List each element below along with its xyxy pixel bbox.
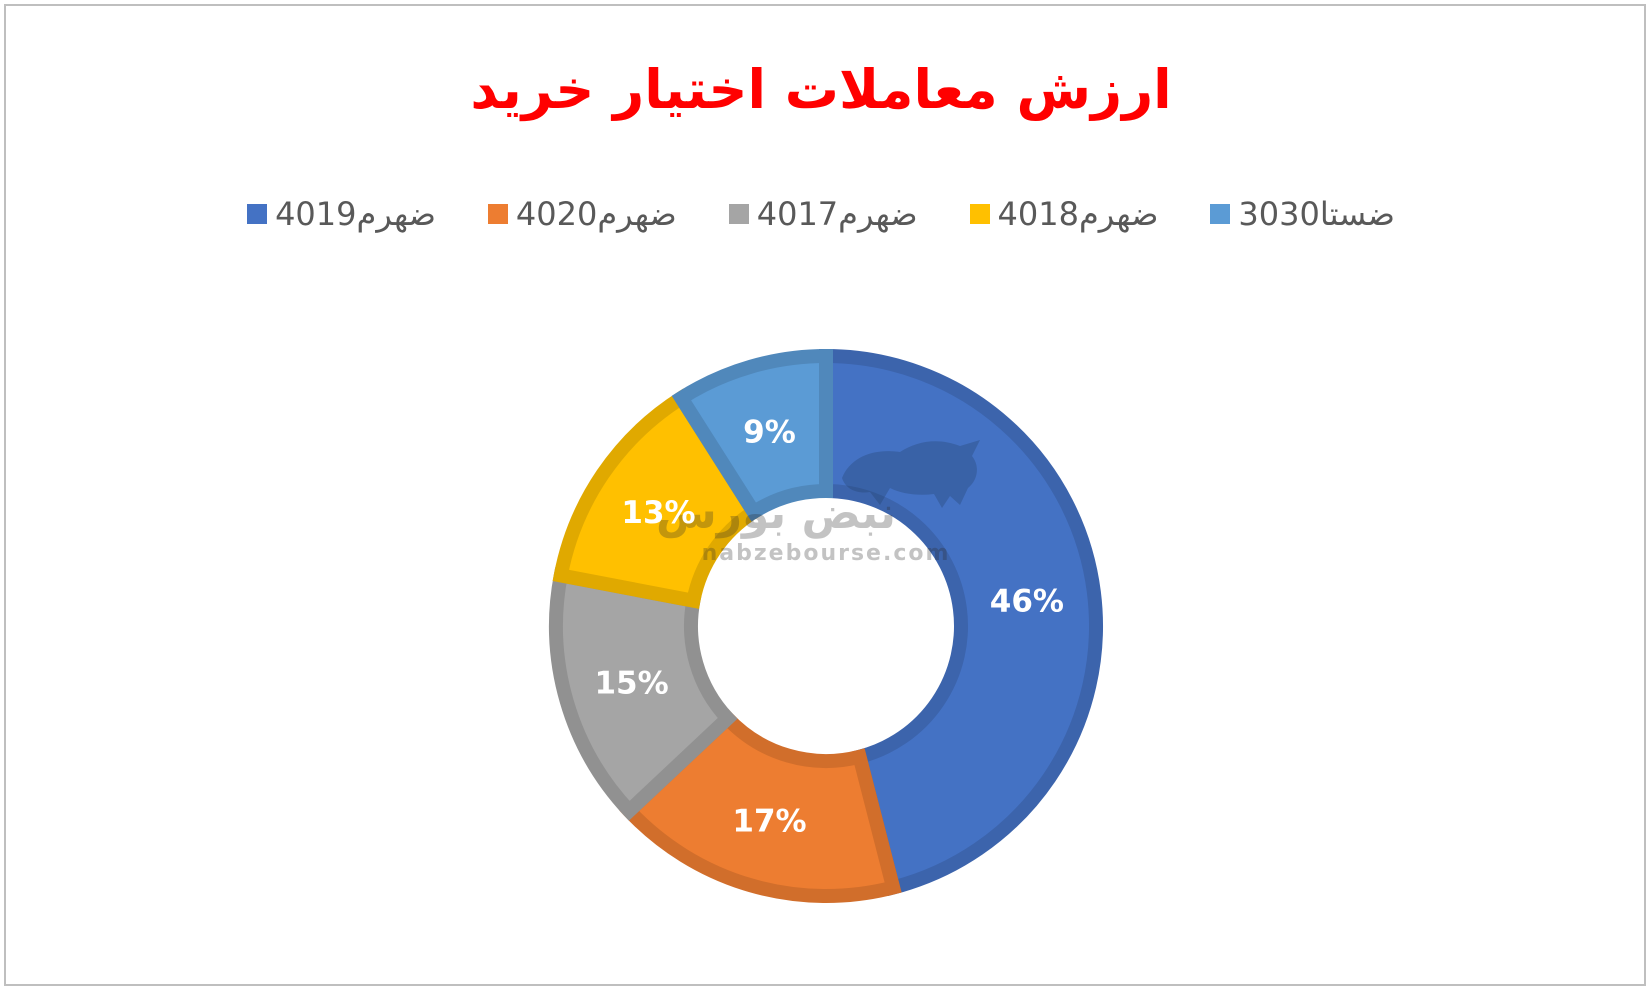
legend-swatch — [969, 204, 990, 224]
slice-data-label: 9% — [743, 415, 796, 451]
legend-item-3030: ضستا3030 — [1210, 195, 1395, 233]
chart-title: ارزش معاملات اختیار خرید — [470, 58, 1172, 121]
bull-logo-icon — [842, 440, 980, 508]
legend-label: ضهرم4017 — [756, 195, 918, 233]
watermark-site: nabzebourse.com — [702, 541, 951, 566]
legend-item-4020: ضهرم4020 — [487, 195, 677, 233]
legend-item-4017: ضهرم4017 — [728, 195, 918, 233]
doughnut-slice — [819, 348, 1103, 897]
chart-legend: ضهرم4019 ضهرم4020 ضهرم4017 ضهرم4018 ضستا… — [0, 195, 1642, 233]
slice-data-label: 13% — [621, 495, 695, 531]
legend-swatch — [487, 204, 508, 224]
slice-data-label: 17% — [732, 803, 806, 839]
labels-layer: 46% 17% 15% 13% 9% — [594, 415, 1064, 840]
slice-data-label: 15% — [594, 665, 668, 701]
watermark: نبض بورس nabzebourse.com — [656, 440, 980, 566]
legend-swatch — [728, 204, 749, 224]
legend-item-4019: ضهرم4019 — [247, 195, 436, 233]
legend-swatch — [1210, 204, 1231, 224]
legend-label: ضهرم4018 — [997, 195, 1159, 233]
watermark-logo-text: نبض بورس — [656, 488, 896, 539]
legend-label: ضهرم4020 — [515, 195, 677, 233]
doughnut-slice — [671, 348, 833, 522]
legend-swatch — [247, 204, 268, 224]
legend-label: ضهرم4019 — [275, 195, 436, 233]
slices-layer — [549, 348, 1103, 903]
doughnut-slice — [619, 708, 902, 903]
legend-label: ضستا3030 — [1238, 195, 1395, 233]
slice-data-label: 46% — [990, 584, 1064, 620]
legend-item-4018: ضهرم4018 — [969, 195, 1159, 233]
